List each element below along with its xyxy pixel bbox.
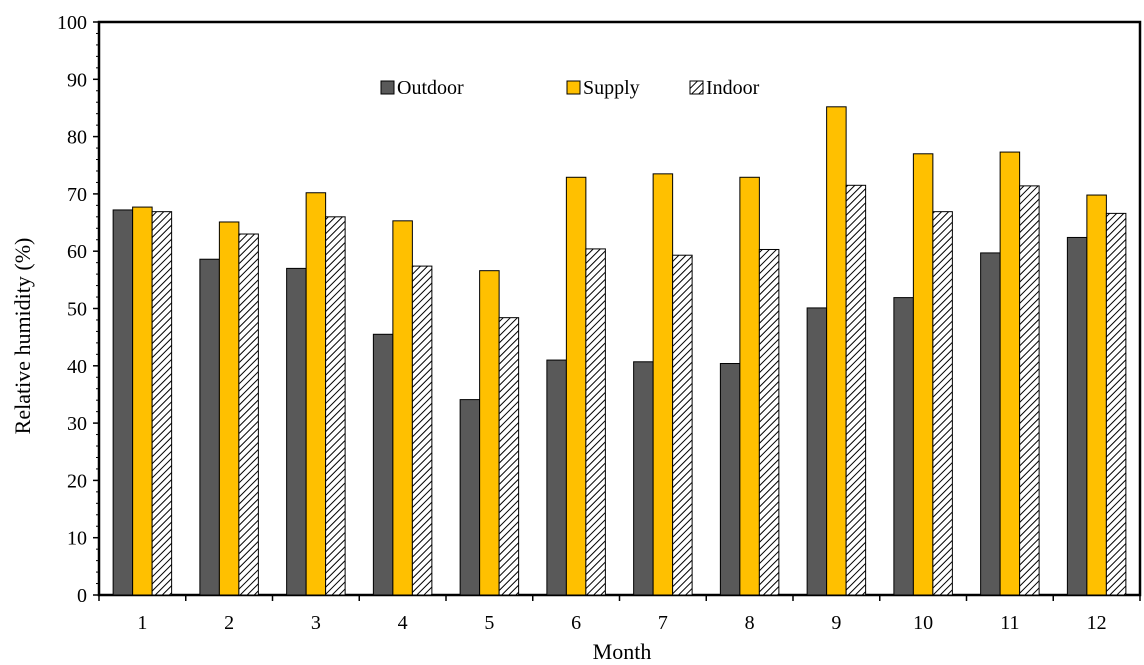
legend: Outdoor Supply Indoor [380,77,760,99]
bar-indoor-4 [411,265,433,596]
bar-outdoor-6 [546,359,567,596]
bar-outdoor-10 [893,297,914,596]
legend-swatch-supply [566,80,581,95]
bar-outdoor-11 [980,252,1001,596]
y-tick-label: 0 [77,585,87,607]
x-tick-label: 10 [913,612,933,634]
bar-supply-9 [826,106,847,596]
bar-indoor-11 [1019,185,1040,596]
x-tick-label: 2 [224,612,234,634]
x-tick-label: 7 [658,612,668,634]
x-tick-label: 9 [831,612,841,634]
bar-outdoor-8 [719,363,741,596]
y-tick-label: 100 [57,12,87,34]
y-tick-label: 80 [67,127,87,149]
bar-supply-7 [652,173,674,596]
bar-outdoor-12 [1066,236,1088,596]
bar-supply-1 [132,206,153,596]
bar-supply-10 [912,153,934,596]
x-tick-label: 11 [1000,612,1019,634]
bar-supply-5 [479,270,500,596]
legend-label-indoor: Indoor [706,77,760,99]
bar-indoor-3 [325,216,346,596]
y-tick-label: 40 [67,356,87,378]
bar-indoor-12 [1105,212,1127,596]
y-tick-label: 30 [67,413,87,435]
bar-indoor-8 [758,248,780,596]
bar-supply-3 [305,192,327,596]
bars [112,106,1127,596]
bar-supply-12 [1086,194,1107,596]
y-tick-label: 20 [67,470,87,492]
legend-label-outdoor: Outdoor [397,77,464,99]
y-tick-label: 50 [67,299,87,321]
bar-outdoor-3 [286,267,307,596]
bar-outdoor-1 [112,209,134,596]
bar-indoor-7 [672,254,693,596]
x-tick-label: 1 [137,612,147,634]
legend-swatch-outdoor [380,80,395,95]
x-tick-label: 4 [398,612,408,634]
legend-swatch-indoor [689,80,704,95]
y-axis-title: Relative humidity (%) [10,238,35,435]
bar-indoor-5 [498,317,520,596]
y-tick-label: 90 [67,69,87,91]
y-tick-label: 60 [67,241,87,263]
bar-outdoor-4 [372,333,394,596]
bar-supply-8 [739,176,760,596]
bar-supply-4 [392,220,413,596]
x-tick-label: 5 [484,612,494,634]
bar-outdoor-2 [199,258,220,596]
bar-indoor-10 [932,211,953,596]
bar-indoor-9 [845,184,867,596]
bar-supply-11 [999,151,1021,596]
y-tick-label: 70 [67,184,87,206]
x-tick-label: 12 [1087,612,1107,634]
x-axis: 1 2 3 4 5 6 7 8 9 10 11 12 [98,595,1141,634]
x-tick-label: 3 [311,612,321,634]
bar-outdoor-9 [806,307,828,596]
bar-supply-2 [218,221,240,596]
legend-label-supply: Supply [583,77,640,99]
bar-indoor-6 [585,248,606,596]
y-tick-label: 10 [67,528,87,550]
x-axis-title: Month [593,639,652,664]
x-tick-label: 8 [745,612,755,634]
bar-indoor-2 [238,233,259,596]
bar-outdoor-7 [633,361,654,596]
bar-outdoor-5 [459,399,481,596]
y-axis: 0 10 20 30 40 50 60 70 80 90 100 [57,12,99,607]
bar-supply-6 [565,176,587,596]
bar-indoor-1 [151,211,173,596]
x-tick-label: 6 [571,612,581,634]
